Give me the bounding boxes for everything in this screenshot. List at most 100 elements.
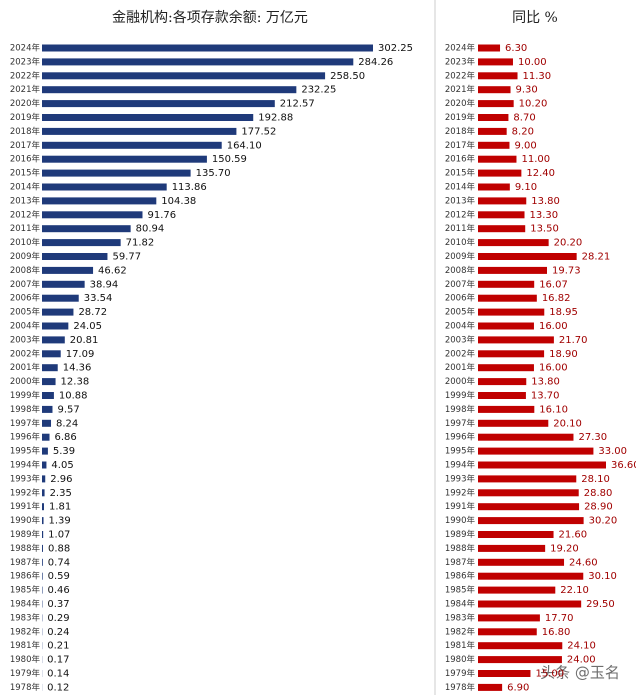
category-label: 1986年 <box>10 571 41 582</box>
value-label: 284.26 <box>358 57 393 68</box>
value-label: 71.82 <box>126 238 155 249</box>
bar <box>42 447 48 455</box>
category-label: 2011年 <box>445 223 476 234</box>
value-label: 20.10 <box>553 418 582 429</box>
bar <box>478 211 525 219</box>
category-label: 1997年 <box>445 418 476 429</box>
bar <box>478 433 574 441</box>
value-label: 104.38 <box>161 196 196 207</box>
bar <box>478 225 526 233</box>
bar <box>478 572 584 580</box>
bar <box>42 169 191 177</box>
category-label: 1990年 <box>10 515 41 526</box>
bar <box>42 558 43 566</box>
value-label: 17.70 <box>545 613 574 624</box>
value-label: 6.90 <box>507 682 529 693</box>
bar <box>478 614 540 622</box>
category-label: 1982年 <box>10 626 41 637</box>
value-label: 177.52 <box>241 126 276 137</box>
bar <box>478 544 546 552</box>
category-label: 1995年 <box>10 446 41 457</box>
category-label: 2010年 <box>10 237 41 248</box>
bar <box>42 308 74 316</box>
bar <box>42 266 94 274</box>
bar <box>478 392 526 399</box>
category-label: 2012年 <box>445 209 476 220</box>
value-label: 2.96 <box>50 474 72 485</box>
value-label: 91.76 <box>147 210 176 221</box>
bar <box>42 531 44 538</box>
category-label: 1984年 <box>10 599 41 610</box>
category-label: 2007年 <box>445 279 476 290</box>
category-label: 1991年 <box>445 501 476 512</box>
category-label: 2007年 <box>10 279 41 290</box>
category-label: 2014年 <box>445 182 476 193</box>
value-label: 28.21 <box>582 252 611 263</box>
bar <box>478 517 584 525</box>
value-label: 46.62 <box>98 265 127 276</box>
category-label: 1980年 <box>10 654 41 665</box>
category-label: 2009年 <box>445 251 476 262</box>
bar <box>478 72 518 80</box>
value-label: 2.35 <box>50 488 72 499</box>
bar <box>478 461 606 469</box>
category-label: 2004年 <box>445 321 476 332</box>
bar <box>478 419 549 427</box>
value-label: 9.30 <box>516 85 538 96</box>
value-label: 28.10 <box>581 474 610 485</box>
value-label: 302.25 <box>378 43 413 54</box>
value-label: 59.77 <box>112 252 141 263</box>
category-label: 1999年 <box>10 390 41 401</box>
value-label: 36.60 <box>611 460 636 471</box>
value-label: 192.88 <box>258 113 293 124</box>
bar <box>478 155 517 163</box>
bar <box>42 155 207 163</box>
bar <box>42 517 44 525</box>
value-label: 16.82 <box>542 293 571 304</box>
value-label: 28.72 <box>78 307 107 318</box>
category-label: 2020年 <box>445 98 476 109</box>
category-label: 1990年 <box>445 515 476 526</box>
category-label: 2017年 <box>10 140 41 151</box>
value-label: 8.20 <box>512 126 534 137</box>
value-label: 21.70 <box>559 335 588 346</box>
bar <box>42 72 326 80</box>
category-label: 1987年 <box>445 557 476 568</box>
value-label: 10.00 <box>518 57 547 68</box>
category-label: 2013年 <box>10 195 41 206</box>
bar <box>478 308 545 316</box>
bar <box>478 86 511 94</box>
category-label: 2004年 <box>10 321 41 332</box>
bar <box>478 683 503 691</box>
value-label: 13.80 <box>531 377 560 388</box>
value-label: 24.60 <box>569 557 598 568</box>
category-label: 2002年 <box>445 348 476 359</box>
bar <box>478 114 509 121</box>
category-label: 2000年 <box>445 376 476 387</box>
category-label: 2018年 <box>10 126 41 137</box>
chart-title: 金融机构:各项存款余额: 万亿元 <box>112 9 308 26</box>
bar <box>478 239 549 247</box>
value-label: 150.59 <box>212 154 247 165</box>
value-label: 6.30 <box>505 43 527 54</box>
bar <box>42 100 275 108</box>
category-label: 1985年 <box>445 585 476 596</box>
value-label: 1.39 <box>49 516 71 527</box>
category-label: 1982年 <box>445 626 476 637</box>
bar <box>42 503 44 511</box>
value-label: 16.10 <box>539 404 568 415</box>
category-label: 2006年 <box>10 293 41 304</box>
category-label: 2005年 <box>445 307 476 318</box>
value-label: 0.37 <box>47 599 69 610</box>
value-label: 10.88 <box>59 391 88 402</box>
category-label: 1989年 <box>10 529 41 540</box>
category-label: 2006年 <box>445 293 476 304</box>
value-label: 6.86 <box>55 432 77 443</box>
value-label: 4.05 <box>51 460 73 471</box>
bar <box>478 127 507 135</box>
bar <box>478 503 580 511</box>
category-label: 2021年 <box>445 84 476 95</box>
category-label: 2023年 <box>10 56 41 67</box>
bar <box>42 141 222 149</box>
bar <box>478 558 565 566</box>
